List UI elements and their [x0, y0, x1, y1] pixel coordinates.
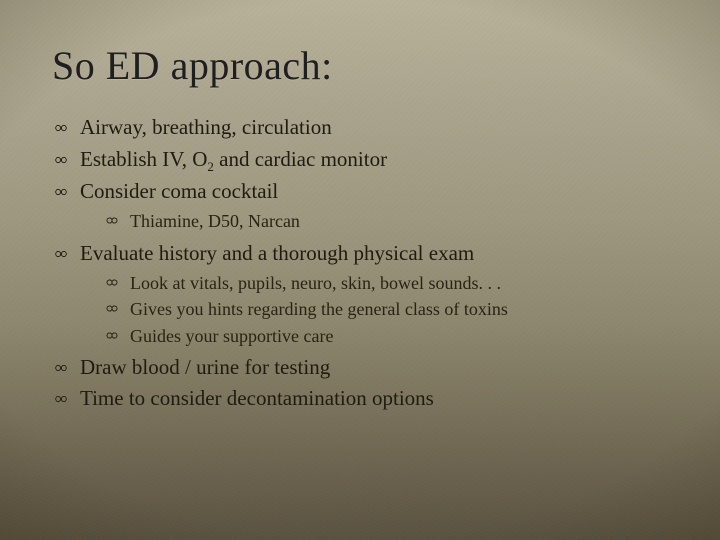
- slide: So ED approach: Airway, breathing, circu…: [0, 0, 720, 540]
- list-item: Consider coma cocktail Thiamine, D50, Na…: [52, 177, 672, 235]
- list-item: Establish IV, O2 and cardiac monitor: [52, 145, 672, 175]
- list-item-text: Consider coma cocktail: [80, 179, 278, 203]
- list-item: Look at vitals, pupils, neuro, skin, bow…: [106, 270, 672, 296]
- list-item: Draw blood / urine for testing: [52, 353, 672, 383]
- list-item-text: Gives you hints regarding the general cl…: [130, 299, 508, 319]
- sub-list: Thiamine, D50, Narcan: [106, 208, 672, 234]
- list-item-text: Airway, breathing, circulation: [80, 115, 332, 139]
- slide-content: So ED approach: Airway, breathing, circu…: [0, 0, 720, 540]
- list-item: Gives you hints regarding the general cl…: [106, 296, 672, 322]
- list-item-text: Establish IV, O2 and cardiac monitor: [80, 147, 387, 171]
- bullet-list: Airway, breathing, circulation Establish…: [52, 113, 672, 414]
- list-item-text: Draw blood / urine for testing: [80, 355, 330, 379]
- list-item-text: Look at vitals, pupils, neuro, skin, bow…: [130, 273, 501, 293]
- list-item-text: Evaluate history and a thorough physical…: [80, 241, 474, 265]
- list-item: Airway, breathing, circulation: [52, 113, 672, 143]
- list-item: Thiamine, D50, Narcan: [106, 208, 672, 234]
- sub-list: Look at vitals, pupils, neuro, skin, bow…: [106, 270, 672, 348]
- list-item: Guides your supportive care: [106, 323, 672, 349]
- list-item-text: Guides your supportive care: [130, 326, 333, 346]
- list-item: Time to consider decontamination options: [52, 384, 672, 414]
- slide-title: So ED approach:: [52, 42, 672, 89]
- list-item: Evaluate history and a thorough physical…: [52, 239, 672, 349]
- list-item-text: Thiamine, D50, Narcan: [130, 211, 300, 231]
- list-item-text: Time to consider decontamination options: [80, 386, 434, 410]
